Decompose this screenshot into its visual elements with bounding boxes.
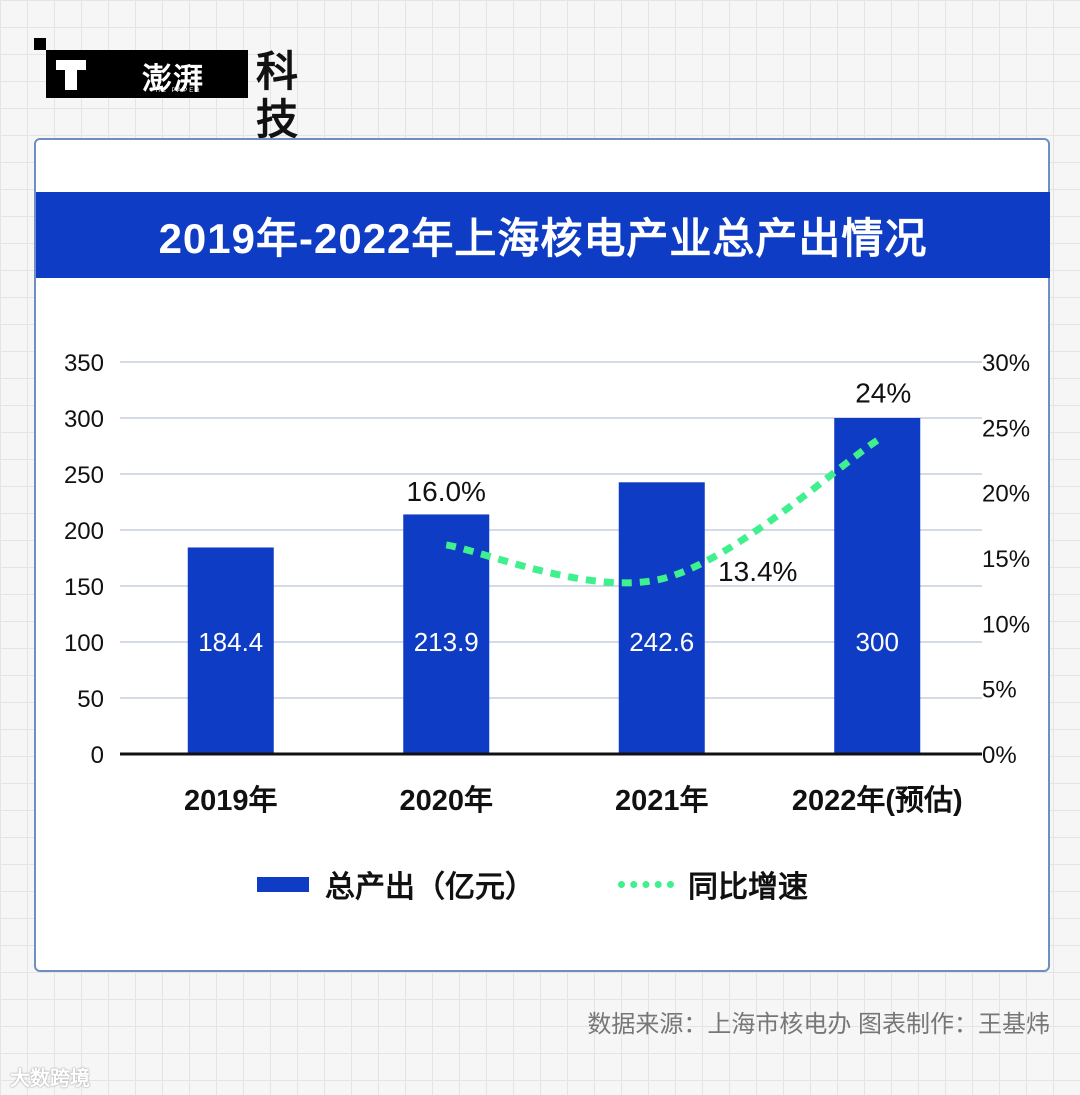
logo-mark-icon [34,38,46,50]
y-left-tick-label: 350 [64,350,104,377]
bar [187,547,274,754]
y-right-tick-label: 25% [982,415,1030,442]
bar-value-label: 184.4 [198,627,263,657]
y-left-tick-label: 50 [77,686,104,713]
source-note: 数据来源：上海市核电办 图表制作：王基炜 [587,1011,1050,1038]
logo-box: 澎湃 THE PAPER [46,50,248,98]
bar-value-label: 242.6 [629,627,694,657]
growth-line [445,437,880,587]
x-tick-label: 2022年(预估) [792,783,963,817]
growth-value-label: 13.4% [718,556,797,587]
y-right-tick-label: 10% [982,611,1030,638]
y-right-tick-label: 20% [982,481,1030,508]
bar [834,418,921,754]
y-right-tick-label: 30% [982,350,1030,377]
growth-value-label: 16.0% [407,476,486,507]
bar-value-label: 213.9 [414,627,479,657]
legend-label-growth: 同比增速 [688,871,808,904]
x-tick-label: 2021年 [615,783,709,817]
growth-value-label: 24% [855,377,911,408]
x-tick-label: 2020年 [399,783,493,817]
legend-line-swatch [618,880,674,888]
logo-brand-text: 澎湃 [142,62,204,97]
section-label: 科技 [256,48,299,143]
y-left-tick-label: 300 [64,406,104,433]
legend-item-growth: 同比增速 [618,862,808,906]
y-left-tick-label: 250 [64,462,104,489]
y-left-tick-label: 0 [91,742,104,769]
y-left-tick-label: 100 [64,630,104,657]
watermark: 大数跨境 [10,1068,90,1090]
title-band: 2019年-2022年上海核电产业总产出情况 [36,192,1050,278]
legend-item-output: 总产出（亿元） [257,862,535,906]
bar-value-label: 300 [856,627,899,657]
legend: 总产出（亿元） 同比增速 [0,862,1080,922]
legend-bar-swatch [257,876,309,892]
legend-label-output: 总产出（亿元） [325,871,535,904]
y-right-tick-label: 5% [982,677,1017,704]
y-left-tick-label: 200 [64,518,104,545]
x-tick-label: 2019年 [184,783,278,817]
bar [403,514,490,754]
logo-brand-sub: THE PAPER [150,88,202,94]
y-right-tick-label: 0% [982,742,1017,769]
chart-title: 2019年-2022年上海核电产业总产出情况 [158,214,928,262]
y-right-tick-label: 15% [982,546,1030,573]
y-left-tick-label: 150 [64,574,104,601]
bar [618,482,705,754]
